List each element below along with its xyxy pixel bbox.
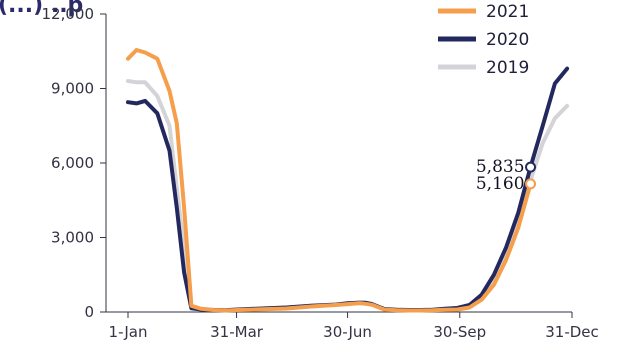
y-tick-label: 0 <box>84 303 94 321</box>
series-line-2019 <box>126 79 570 312</box>
point-label-2021: 5,160 <box>476 174 525 194</box>
legend-label-2020: 2020 <box>486 30 529 50</box>
series-layer <box>126 48 570 313</box>
series-line-2021 <box>126 48 533 313</box>
x-tick-label: 30-Sep <box>433 323 486 341</box>
x-tick-label: 1-Jan <box>109 323 148 341</box>
x-tick-label: 31-Dec <box>545 323 599 341</box>
legend: 2021 2020 2019 <box>438 2 529 78</box>
y-tick-label: 3,000 <box>51 229 94 247</box>
y-tick-label: 9,000 <box>51 80 94 98</box>
point-marker-2021 <box>525 178 537 190</box>
point-label-2020: 5,835 <box>476 157 525 177</box>
point-marker-2020 <box>525 161 537 173</box>
y-axis: 0 3,000 6,000 9,000 12,000 <box>42 5 107 321</box>
x-axis: 1-Jan 31-Mar 30-Jun 30-Sep 31-Dec <box>106 311 599 341</box>
x-tick-label: 30-Jun <box>323 323 372 341</box>
legend-label-2021: 2021 <box>486 2 529 22</box>
legend-label-2019: 2019 <box>486 58 529 78</box>
x-tick-label: 31-Mar <box>210 323 264 341</box>
y-tick-label: 12,000 <box>42 5 95 23</box>
y-tick-label: 6,000 <box>51 154 94 172</box>
chart-title-fragment: (...) ..p <box>0 0 83 18</box>
